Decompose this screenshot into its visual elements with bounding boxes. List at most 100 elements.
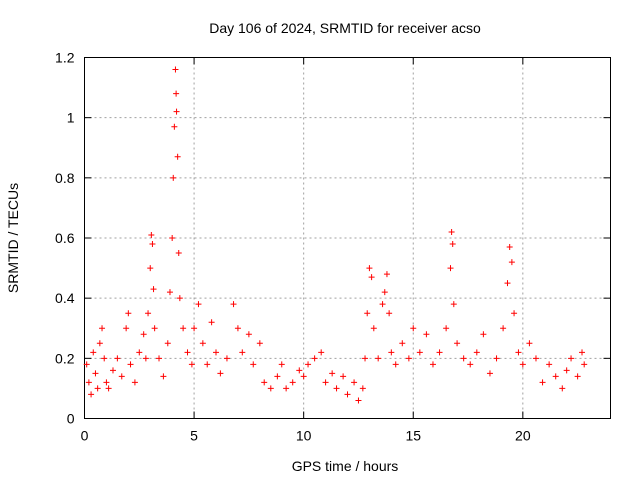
data-point [532, 355, 539, 362]
data-point [169, 235, 176, 241]
data-point [436, 349, 443, 356]
data-point [208, 319, 215, 326]
data-point [450, 301, 457, 308]
data-point [364, 310, 371, 317]
y-tick-label: 0.4 [55, 290, 75, 306]
data-point [136, 349, 143, 356]
data-point [250, 361, 257, 368]
data-point [359, 385, 366, 392]
data-point [568, 355, 575, 362]
x-tick-label: 15 [405, 428, 421, 444]
data-point [103, 379, 110, 386]
data-point [123, 325, 130, 332]
data-point [164, 340, 171, 347]
data-point [180, 325, 187, 332]
data-point [88, 391, 95, 398]
data-point [109, 367, 116, 374]
data-point [340, 373, 347, 380]
data-point [283, 385, 290, 392]
data-point [160, 373, 167, 380]
data-point [176, 295, 183, 302]
data-point [392, 361, 399, 368]
data-point [329, 370, 336, 377]
data-point [195, 301, 202, 308]
data-point [191, 325, 198, 332]
data-point [234, 325, 241, 332]
y-tick-label: 1 [67, 110, 75, 126]
data-point [171, 123, 178, 130]
data-point [579, 349, 586, 356]
data-point [151, 325, 158, 332]
data-point [199, 340, 206, 347]
data-point [245, 331, 252, 338]
data-point [149, 241, 156, 248]
data-point [447, 265, 454, 272]
data-point [256, 340, 263, 347]
data-point [559, 385, 566, 392]
data-point [83, 361, 90, 368]
data-point [493, 355, 500, 362]
data-point [405, 355, 412, 362]
x-axis-label: GPS time / hours [292, 458, 399, 474]
data-point [563, 367, 570, 374]
data-point [546, 361, 553, 368]
data-point [416, 349, 423, 356]
data-point [368, 274, 375, 281]
data-point [429, 361, 436, 368]
data-point [423, 331, 430, 338]
x-tick-label: 20 [515, 428, 531, 444]
data-point [92, 370, 99, 377]
data-point [96, 340, 103, 347]
data-point [127, 361, 134, 368]
data-point [142, 355, 149, 362]
data-point [379, 301, 386, 308]
y-tick-label: 1.2 [55, 50, 75, 66]
axis-ticks: 0 0.2 0.4 0.6 0.8 1 1.2 0 5 10 15 20 [55, 50, 611, 444]
data-point [147, 265, 154, 272]
data-point [519, 361, 526, 368]
x-tick-label: 10 [296, 428, 312, 444]
data-point [383, 271, 390, 278]
data-point [125, 310, 132, 317]
data-point [101, 355, 108, 362]
data-point [574, 373, 581, 380]
grid [84, 57, 611, 419]
data-point [581, 361, 588, 368]
data-point [173, 108, 180, 115]
data-point [105, 385, 112, 392]
data-point [399, 340, 406, 347]
data-point [333, 385, 340, 392]
data-point [460, 355, 467, 362]
data-point [305, 361, 312, 368]
data-point [375, 355, 382, 362]
data-point [85, 379, 92, 386]
data-point [217, 370, 224, 377]
data-point [204, 361, 211, 368]
data-point [355, 397, 362, 404]
data-points [83, 66, 588, 404]
data-point [454, 340, 461, 347]
data-point [175, 250, 182, 257]
x-tick-label: 5 [190, 428, 198, 444]
data-point [131, 379, 138, 386]
data-point [381, 289, 388, 296]
data-point [278, 361, 285, 368]
data-point [156, 355, 163, 362]
data-point [114, 355, 121, 362]
data-point [311, 355, 318, 362]
data-point [174, 153, 181, 160]
plot-frame [84, 57, 611, 419]
data-point [118, 373, 125, 380]
data-point [140, 331, 147, 338]
data-point [366, 265, 373, 272]
data-point [150, 286, 157, 293]
y-tick-label: 0.8 [55, 170, 75, 186]
data-point [370, 325, 377, 332]
data-point [223, 355, 230, 362]
data-point [511, 310, 518, 317]
data-point [173, 90, 180, 97]
data-point [362, 355, 369, 362]
data-point [170, 174, 177, 181]
y-tick-label: 0.2 [55, 350, 75, 366]
data-point [388, 349, 395, 356]
